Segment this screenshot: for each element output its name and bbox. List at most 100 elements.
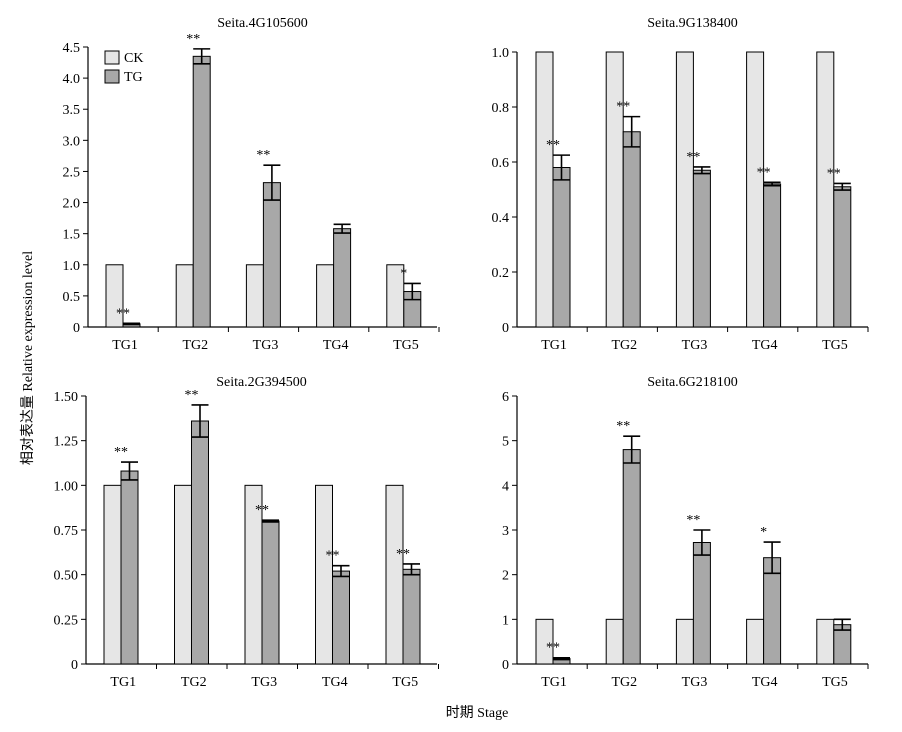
bar-ck-tg5 bbox=[385, 484, 404, 665]
x-tick-label: TG2 bbox=[181, 675, 207, 690]
x-tick-label: TG1 bbox=[541, 675, 567, 690]
bar-ck-tg2 bbox=[175, 264, 194, 328]
y-tick-label: 0.75 bbox=[54, 524, 79, 539]
legend-swatch-tg bbox=[104, 69, 120, 84]
legend: CK TG bbox=[104, 50, 143, 85]
bar-ck-tg1 bbox=[103, 484, 122, 665]
bar-ck-tg2 bbox=[605, 51, 624, 328]
y-tick-label: 2 bbox=[502, 569, 509, 584]
legend-swatch-ck bbox=[104, 50, 120, 65]
y-tick-label: 4 bbox=[502, 479, 509, 494]
bar-tg-tg2 bbox=[191, 420, 209, 665]
significance-label: ** bbox=[616, 100, 630, 115]
bar-ck-tg1 bbox=[105, 264, 124, 328]
y-tick-label: 0 bbox=[71, 658, 78, 673]
y-tick-label: 0.8 bbox=[492, 101, 510, 116]
significance-label: ** bbox=[686, 150, 700, 165]
y-tick-label: 1 bbox=[502, 613, 509, 628]
significance-label: ** bbox=[256, 148, 270, 163]
bar-ck-tg5 bbox=[816, 618, 835, 665]
y-tick-label: 1.0 bbox=[492, 46, 510, 61]
x-tick-label: TG3 bbox=[682, 675, 708, 690]
shared-y-axis-label: 相对表达量 Relative expression level bbox=[20, 251, 36, 465]
bar-tg-tg5 bbox=[833, 186, 852, 328]
panel-seita-4g105600: Seita.4G105600 0 0.5 1.0 1.5 2.0 2.5 3.0 3.5 4.0 4… bbox=[63, 16, 440, 353]
bar-ck-tg4 bbox=[746, 618, 765, 665]
y-tick-label: 0.5 bbox=[63, 290, 81, 305]
significance-label: * bbox=[760, 525, 767, 540]
x-tick-label: TG4 bbox=[752, 338, 778, 353]
x-tick-label: TG5 bbox=[822, 675, 848, 690]
y-tick-label: 3 bbox=[502, 524, 509, 539]
x-tick-label: TG2 bbox=[611, 338, 637, 353]
bar-tg-tg2 bbox=[192, 55, 211, 328]
y-tick-label: 0 bbox=[502, 321, 509, 336]
x-tick-label: TG5 bbox=[392, 675, 418, 690]
bar-tg-tg3 bbox=[262, 182, 281, 328]
panel-seita-6g218100: Seita.6G218100 0 1 2 3 4 5 6 ** TG1 ** TG2 ** TG3 * TG4… bbox=[502, 375, 869, 690]
legend-label-ck: CK bbox=[124, 51, 143, 66]
x-tick-label: TG4 bbox=[752, 675, 778, 690]
x-tick-label: TG1 bbox=[110, 675, 136, 690]
x-tick-label: TG1 bbox=[112, 338, 138, 353]
y-tick-label: 0.2 bbox=[492, 266, 510, 281]
bar-tg-tg1 bbox=[552, 167, 571, 328]
significance-label: ** bbox=[546, 641, 560, 656]
x-tick-label: TG4 bbox=[322, 675, 348, 690]
y-tick-label: 1.0 bbox=[63, 259, 81, 274]
bar-tg-tg5 bbox=[402, 568, 421, 665]
y-tick-label: 1.00 bbox=[54, 479, 79, 494]
bar-tg-tg3 bbox=[692, 169, 711, 328]
chart-title: Seita.6G218100 bbox=[647, 375, 738, 390]
significance-label: ** bbox=[186, 32, 200, 47]
y-tick-label: 2.0 bbox=[63, 197, 81, 212]
x-tick-label: TG5 bbox=[393, 338, 419, 353]
y-tick-label: 6 bbox=[502, 390, 509, 405]
y-tick-label: 4.5 bbox=[63, 41, 81, 56]
y-tick-label: 1.5 bbox=[63, 228, 81, 243]
bar-ck-tg2 bbox=[174, 484, 192, 665]
bar-ck-tg4 bbox=[316, 264, 335, 328]
x-tick-label: TG1 bbox=[541, 338, 567, 353]
y-tick-label: 0 bbox=[502, 658, 509, 673]
y-tick-label: 4.0 bbox=[63, 72, 81, 87]
bar-tg-tg2 bbox=[622, 131, 641, 328]
y-tick-label: 0.6 bbox=[492, 156, 510, 171]
x-tick-label: TG4 bbox=[323, 338, 349, 353]
y-tick-label: 0.4 bbox=[492, 211, 510, 226]
bar-tg-tg1 bbox=[120, 470, 139, 665]
bar-ck-tg4 bbox=[315, 484, 333, 665]
significance-label: ** bbox=[827, 166, 841, 181]
bar-tg-tg3 bbox=[692, 542, 711, 665]
significance-label: ** bbox=[396, 547, 410, 562]
significance-label: ** bbox=[616, 419, 630, 434]
significance-label: ** bbox=[326, 549, 340, 564]
significance-label: ** bbox=[255, 503, 269, 518]
x-tick-label: TG5 bbox=[822, 338, 848, 353]
bar-ck-tg3 bbox=[245, 264, 264, 328]
significance-label: ** bbox=[757, 165, 771, 180]
panel-seita-2g394500: Seita.2G394500 0 0.25 0.50 0.75 1.00 1.25 1.50 *… bbox=[54, 375, 439, 690]
y-tick-label: 3.0 bbox=[63, 134, 81, 149]
x-tick-label: TG3 bbox=[251, 675, 277, 690]
significance-label: ** bbox=[686, 513, 700, 528]
y-tick-label: 2.5 bbox=[63, 165, 81, 180]
chart-title: Seita.2G394500 bbox=[216, 375, 307, 390]
y-tick-label: 0.25 bbox=[54, 613, 79, 628]
bar-ck-tg4 bbox=[746, 51, 765, 328]
bar-tg-tg3 bbox=[261, 520, 280, 665]
significance-label: ** bbox=[185, 388, 199, 403]
bar-tg-tg4 bbox=[332, 570, 350, 665]
y-tick-label: 1.25 bbox=[54, 435, 79, 450]
significance-label: ** bbox=[546, 138, 560, 153]
panel-seita-9g138400: Seita.9G138400 0 0.2 0.4 0.6 0.8 1.0 ** TG1 ** TG2… bbox=[492, 16, 869, 353]
bar-ck-tg2 bbox=[605, 618, 624, 665]
bar-ck-tg3 bbox=[675, 51, 694, 328]
bar-ck-tg3 bbox=[675, 618, 694, 665]
x-tick-label: TG2 bbox=[182, 338, 208, 353]
x-tick-label: TG2 bbox=[611, 675, 637, 690]
y-tick-label: 0 bbox=[73, 321, 80, 336]
shared-x-axis-label: 时期 Stage bbox=[446, 705, 509, 721]
bar-tg-tg2 bbox=[622, 449, 641, 665]
y-tick-label: 3.5 bbox=[63, 103, 81, 118]
